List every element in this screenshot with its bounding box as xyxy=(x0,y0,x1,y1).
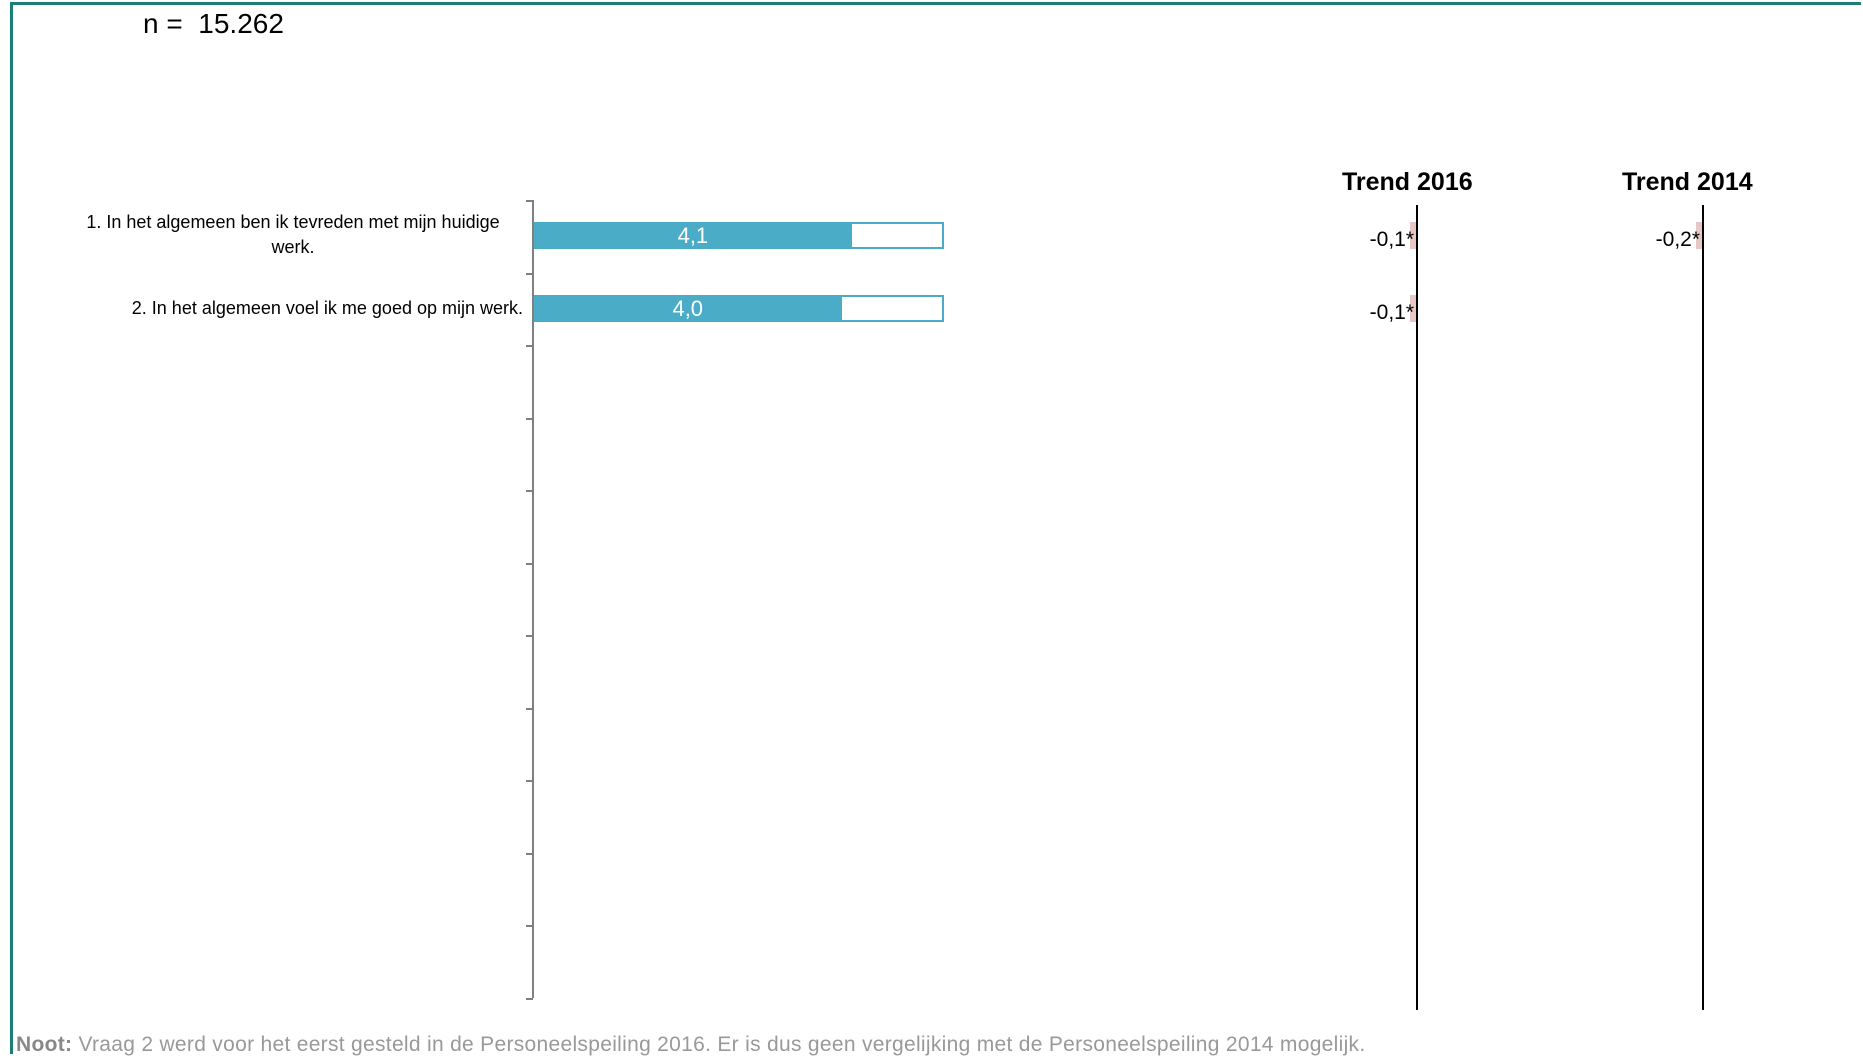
y-axis-line xyxy=(532,200,534,998)
bar xyxy=(534,222,852,249)
trend-marker xyxy=(1696,222,1702,249)
y-axis-tick xyxy=(526,490,533,492)
footnote: Noot: Vraag 2 werd voor het eerst gestel… xyxy=(16,1033,1365,1057)
sample-size: n = 15.262 xyxy=(143,8,284,40)
y-axis-tick xyxy=(526,417,533,420)
footnote-text: Vraag 2 werd voor het eerst gesteld in d… xyxy=(78,1033,1366,1056)
bar xyxy=(534,295,842,322)
y-axis-tick xyxy=(526,925,533,927)
y-axis-tick xyxy=(526,635,533,637)
trend-2014-title: Trend 2014 xyxy=(1622,168,1753,196)
bar-value-label: 4,0 xyxy=(672,296,704,321)
y-axis-tick xyxy=(526,780,533,782)
y-axis-tick xyxy=(526,272,533,275)
bar-value-label: 4,1 xyxy=(677,223,709,248)
sample-size-prefix: n = xyxy=(143,8,183,39)
y-axis-tick xyxy=(526,200,533,202)
trend-2014-axis xyxy=(1702,205,1704,1010)
chart-frame xyxy=(10,2,1861,1054)
trend-marker xyxy=(1410,295,1416,322)
category-label-2: 2. In het algemeen voel ik me goed op mi… xyxy=(131,298,523,318)
trend-marker xyxy=(1410,222,1416,249)
y-axis-tick xyxy=(526,707,533,710)
trend-value-label: -0,2* xyxy=(1655,228,1700,251)
category-label-1: 1. In het algemeen ben ik tevreden met m… xyxy=(86,212,500,257)
trend-value-label: -0,1* xyxy=(1369,228,1414,251)
trend-value-label: -0,1* xyxy=(1369,301,1414,324)
trend-2016-title: Trend 2016 xyxy=(1342,168,1473,196)
y-axis-tick xyxy=(526,852,533,855)
trend-2016-axis xyxy=(1416,205,1418,1010)
footnote-label: Noot: xyxy=(16,1033,73,1056)
y-axis-tick xyxy=(526,562,533,565)
y-axis-tick xyxy=(526,345,533,347)
y-axis-tick xyxy=(526,997,533,1000)
sample-size-value: 15.262 xyxy=(198,8,284,39)
